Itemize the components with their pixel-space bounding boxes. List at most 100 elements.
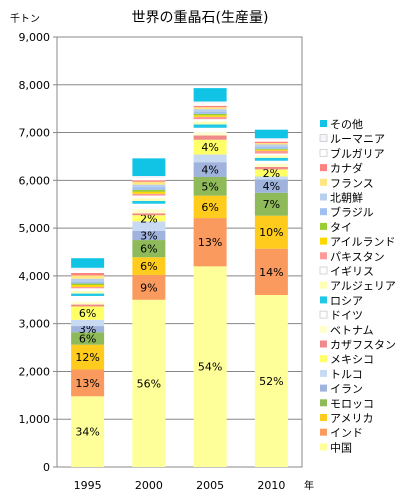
bar-segment xyxy=(193,103,227,106)
data-label: 6% xyxy=(140,260,157,273)
bar-stacks: 34%13%12%6%3%6%56%9%6%6%3%2%54%13%6%5%4%… xyxy=(71,88,288,467)
bar-segment xyxy=(132,203,166,210)
legend-label: ルーマニア xyxy=(330,133,385,146)
bar-segment xyxy=(254,144,288,147)
legend-label: ブラジル xyxy=(330,205,374,219)
bar-segment xyxy=(71,332,105,345)
legend-label: ドイツ xyxy=(330,309,363,322)
bar-segment xyxy=(254,153,288,156)
data-label: 13% xyxy=(198,236,222,249)
bar-segment xyxy=(254,138,288,140)
bar-segment xyxy=(132,213,166,216)
bar-segment xyxy=(254,192,288,216)
data-label: 14% xyxy=(259,266,283,279)
bar-segment xyxy=(132,180,166,182)
legend-label: モロッコ xyxy=(330,397,374,410)
y-unit-label: 千トン xyxy=(10,13,40,25)
bar-segment xyxy=(132,158,166,177)
bar-segment xyxy=(71,293,105,296)
bar-segment xyxy=(132,209,166,214)
bar-segment xyxy=(71,267,105,271)
legend-label: アルジェリア xyxy=(330,280,396,293)
legend-swatch xyxy=(320,296,327,304)
bar-segment xyxy=(71,281,105,284)
bar-segment xyxy=(193,124,227,128)
bar-segment xyxy=(71,273,105,276)
bar-segment xyxy=(132,299,166,467)
legend: その他ルーマニアブルガリアカナダフランス北朝鮮ブラジルタイアイルランドパキスタン… xyxy=(319,118,396,454)
bar-segment xyxy=(132,191,166,194)
bar-segment xyxy=(71,301,105,305)
legend-swatch xyxy=(320,237,327,245)
legend-label: 北朝鮮 xyxy=(330,191,363,205)
data-label: 54% xyxy=(198,361,222,374)
bar-segment xyxy=(71,295,105,302)
data-label: 4% xyxy=(263,180,280,193)
y-tick-label: 0 xyxy=(43,461,50,474)
legend-swatch xyxy=(319,266,328,275)
bar-segment xyxy=(193,176,227,196)
bar-segment xyxy=(132,195,166,199)
bar-segment xyxy=(254,148,288,150)
bar-segment xyxy=(254,155,288,158)
legend-swatch xyxy=(320,443,327,451)
legend-swatch xyxy=(320,369,327,377)
bar-segment xyxy=(71,284,105,287)
y-tick-label: 8,000 xyxy=(19,79,51,92)
legend-swatch xyxy=(320,252,327,260)
legend-swatch xyxy=(320,222,327,230)
bar-segment xyxy=(193,218,227,267)
legend-swatch xyxy=(320,325,327,333)
bar-segment xyxy=(254,157,288,161)
data-label: 13% xyxy=(75,377,99,390)
bar-segment xyxy=(193,266,227,467)
bar-segment xyxy=(132,177,166,181)
data-label: 34% xyxy=(75,426,99,439)
bar-segment xyxy=(71,344,105,370)
bar-segment xyxy=(254,163,288,167)
bar-segment xyxy=(132,274,166,300)
bar-segment xyxy=(254,143,288,145)
legend-label: トルコ xyxy=(330,368,363,381)
legend-label: その他 xyxy=(330,118,363,131)
legend-swatch xyxy=(319,134,328,142)
x-tick-label: 2000 xyxy=(135,479,163,492)
legend-label: イラン xyxy=(330,383,363,396)
legend-label: ベトナム xyxy=(330,324,374,337)
data-label: 6% xyxy=(140,243,157,256)
legend-swatch xyxy=(320,193,327,201)
bar-segment xyxy=(193,109,227,113)
legend-label: ブルガリア xyxy=(330,146,385,160)
bar-segment xyxy=(132,221,166,231)
y-tick-label: 9,000 xyxy=(19,31,51,44)
y-tick-label: 7,000 xyxy=(19,127,51,140)
bar-segment xyxy=(132,187,166,190)
data-label: 3% xyxy=(79,323,96,336)
bar-segment xyxy=(71,283,105,285)
data-label: 4% xyxy=(201,141,218,154)
bar-segment xyxy=(132,257,166,275)
y-tick-label: 3,000 xyxy=(19,318,51,331)
x-tick-label: 1995 xyxy=(74,479,102,492)
legend-label: パキスタン xyxy=(330,250,385,263)
bar-segment xyxy=(254,160,288,164)
bar-segment xyxy=(193,115,227,117)
bar-segment xyxy=(193,127,227,133)
bar-segment xyxy=(71,306,105,320)
data-label: 10% xyxy=(259,226,283,239)
bar-segment xyxy=(193,113,227,116)
bar-segment xyxy=(193,105,227,108)
data-label: 4% xyxy=(201,164,218,177)
bar-segment xyxy=(254,149,288,151)
bar-segment xyxy=(132,176,166,178)
legend-label: 中国 xyxy=(330,441,352,454)
legend-swatch xyxy=(320,178,327,186)
bar-segment xyxy=(71,270,105,274)
legend-label: イギリス xyxy=(330,265,374,278)
legend-swatch xyxy=(320,414,327,421)
bar-segment xyxy=(132,230,166,241)
data-label: 2% xyxy=(263,167,280,180)
legend-label: カザフスタン xyxy=(330,339,396,352)
legend-swatch xyxy=(320,120,327,127)
